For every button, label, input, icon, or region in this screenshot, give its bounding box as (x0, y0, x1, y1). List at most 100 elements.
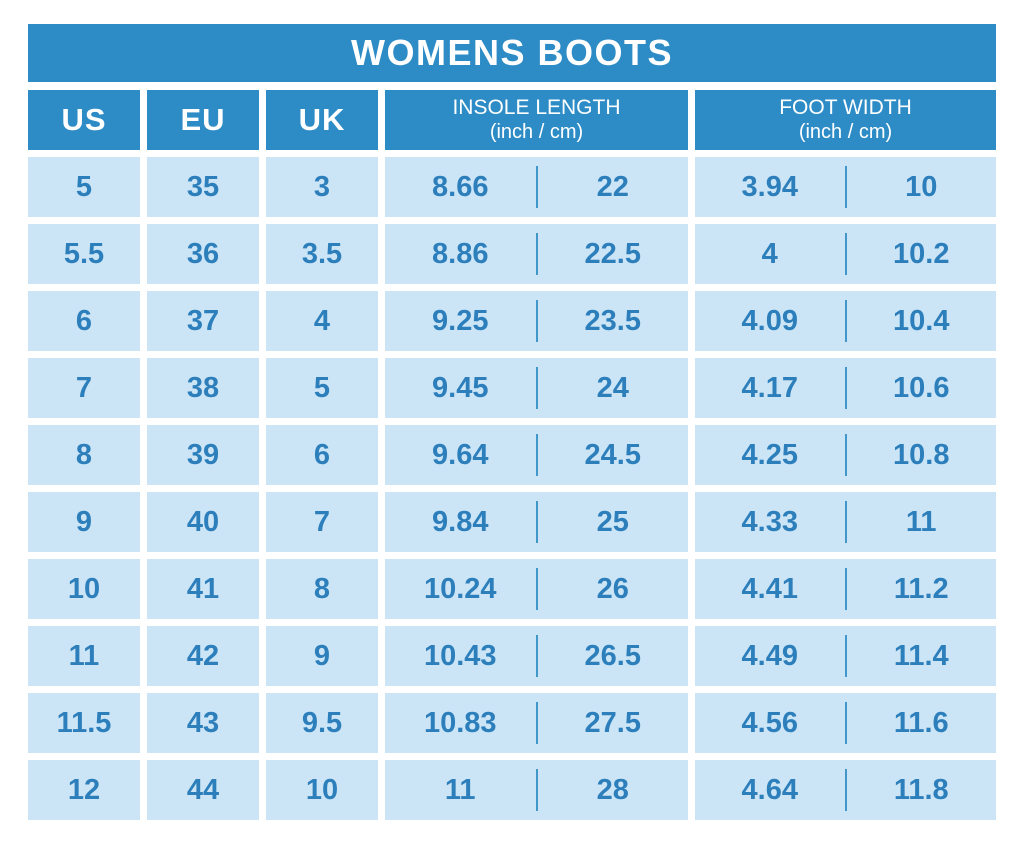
column-header-insole-length: INSOLE LENGTH (inch / cm) (385, 90, 688, 150)
foot-width-cell: 4.33 11 (695, 492, 996, 552)
insole-length-cell-inch-value: 9.84 (432, 505, 489, 538)
foot-width-cell-inch-value: 4.64 (741, 773, 798, 806)
insole-length-cell-cm-value: 24.5 (584, 438, 641, 471)
cell-divider (535, 233, 538, 275)
uk-size-cell: 9.5 (266, 693, 378, 753)
foot-width-cell-cm-value: 11.6 (893, 706, 949, 739)
foot-width-cell: 3.94 10 (695, 157, 996, 217)
cell-divider (535, 635, 538, 677)
column-header-eu: EU (147, 90, 259, 150)
eu-size-cell: 37 (147, 291, 259, 351)
foot-width-cell-cm-value: 11 (905, 505, 937, 538)
cell-divider (535, 300, 538, 342)
cell-divider (844, 367, 847, 409)
cell-divider (535, 501, 538, 543)
size-chart: WOMENS BOOTS US EU UK INSOLE LENGTH (inc… (28, 24, 996, 820)
eu-size-cell: 44 (147, 760, 259, 820)
uk-size-cell: 10 (266, 760, 378, 820)
foot-width-cell-inch-value: 3.94 (741, 170, 798, 203)
insole-length-cell-cm-value: 23.5 (584, 304, 641, 337)
table-row: 5.5 36 3.5 8.86 22.5 4 10.2 (28, 224, 996, 284)
insole-length-cell-cm-value: 25 (596, 505, 629, 538)
insole-length-cell: 10.43 26.5 (385, 626, 688, 686)
cell-divider (535, 568, 538, 610)
insole-length-cell: 11 28 (385, 760, 688, 820)
cell-divider (844, 233, 847, 275)
eu-size-cell: 40 (147, 492, 259, 552)
foot-width-cell-inch-value: 4.17 (741, 371, 798, 404)
insole-length-cell-inch-value: 9.45 (432, 371, 489, 404)
us-size-cell: 11 (28, 626, 140, 686)
foot-width-cell-cm-value: 10.8 (893, 438, 950, 471)
cell-divider (535, 702, 538, 744)
insole-length-units: (inch / cm) (489, 120, 584, 143)
insole-length-cell: 9.84 25 (385, 492, 688, 552)
foot-width-cell: 4.64 11.8 (695, 760, 996, 820)
uk-size-cell: 3 (266, 157, 378, 217)
foot-width-cell-cm-value: 11.4 (893, 639, 949, 672)
insole-length-cell: 10.24 26 (385, 559, 688, 619)
us-size-cell: 11.5 (28, 693, 140, 753)
uk-size-cell: 7 (266, 492, 378, 552)
insole-length-cell-inch-value: 10.24 (423, 572, 497, 605)
insole-length-cell-inch-value: 9.64 (432, 438, 489, 471)
table-row: 5 35 3 8.66 22 3.94 10 (28, 157, 996, 217)
cell-divider (844, 635, 847, 677)
column-header-uk: UK (266, 90, 378, 150)
us-size-cell: 5.5 (28, 224, 140, 284)
foot-width-cell-cm-value: 10.6 (893, 371, 950, 404)
cell-divider (844, 501, 847, 543)
cell-divider (844, 434, 847, 476)
uk-size-cell: 8 (266, 559, 378, 619)
us-size-cell: 7 (28, 358, 140, 418)
table-row: 11 42 9 10.43 26.5 4.49 11.4 (28, 626, 996, 686)
foot-width-cell-cm-value: 10 (905, 170, 938, 203)
table-row: 11.5 43 9.5 10.83 27.5 4.56 11.6 (28, 693, 996, 753)
insole-length-cell-cm-value: 24 (596, 371, 629, 404)
eu-size-cell: 39 (147, 425, 259, 485)
cell-divider (535, 769, 538, 811)
insole-length-cell: 9.64 24.5 (385, 425, 688, 485)
eu-size-cell: 41 (147, 559, 259, 619)
table-body: 5 35 3 8.66 22 3.94 10 5.5 36 3.5 8.86 22.5 4 10.2 6 37… (28, 157, 996, 820)
eu-size-cell: 36 (147, 224, 259, 284)
eu-size-cell: 43 (147, 693, 259, 753)
table-row: 10 41 8 10.24 26 4.41 11.2 (28, 559, 996, 619)
foot-width-cell: 4.49 11.4 (695, 626, 996, 686)
table-row: 8 39 6 9.64 24.5 4.25 10.8 (28, 425, 996, 485)
insole-length-cell: 10.83 27.5 (385, 693, 688, 753)
uk-size-cell: 6 (266, 425, 378, 485)
foot-width-cell-inch-value: 4 (761, 237, 778, 270)
foot-width-cell-cm-value: 10.4 (893, 304, 950, 337)
insole-length-cell: 9.45 24 (385, 358, 688, 418)
foot-width-cell-cm-value: 10.2 (893, 237, 950, 270)
table-row: 12 44 10 11 28 4.64 11.8 (28, 760, 996, 820)
cell-divider (535, 367, 538, 409)
foot-width-cell: 4.25 10.8 (695, 425, 996, 485)
us-size-cell: 10 (28, 559, 140, 619)
insole-length-cell-cm-value: 27.5 (584, 706, 641, 739)
cell-divider (844, 300, 847, 342)
insole-length-cell-inch-value: 10.83 (423, 706, 497, 739)
table-row: 7 38 5 9.45 24 4.17 10.6 (28, 358, 996, 418)
insole-length-label: INSOLE LENGTH (452, 95, 621, 119)
insole-length-cell-inch-value: 8.66 (432, 170, 489, 203)
cell-divider (844, 568, 847, 610)
foot-width-cell-cm-value: 11.8 (893, 773, 949, 806)
cell-divider (844, 769, 847, 811)
foot-width-cell-inch-value: 4.09 (741, 304, 798, 337)
us-size-cell: 5 (28, 157, 140, 217)
eu-size-cell: 38 (147, 358, 259, 418)
foot-width-cell: 4.56 11.6 (695, 693, 996, 753)
foot-width-cell: 4.17 10.6 (695, 358, 996, 418)
foot-width-cell: 4.09 10.4 (695, 291, 996, 351)
insole-length-cell-cm-value: 22 (596, 170, 629, 203)
eu-size-cell: 42 (147, 626, 259, 686)
foot-width-cell-cm-value: 11.2 (893, 572, 949, 605)
eu-size-cell: 35 (147, 157, 259, 217)
foot-width-cell-inch-value: 4.56 (741, 706, 798, 739)
cell-divider (535, 166, 538, 208)
foot-width-cell: 4.41 11.2 (695, 559, 996, 619)
header-row: US EU UK INSOLE LENGTH (inch / cm) FOOT … (28, 90, 996, 150)
foot-width-cell-inch-value: 4.49 (741, 639, 798, 672)
